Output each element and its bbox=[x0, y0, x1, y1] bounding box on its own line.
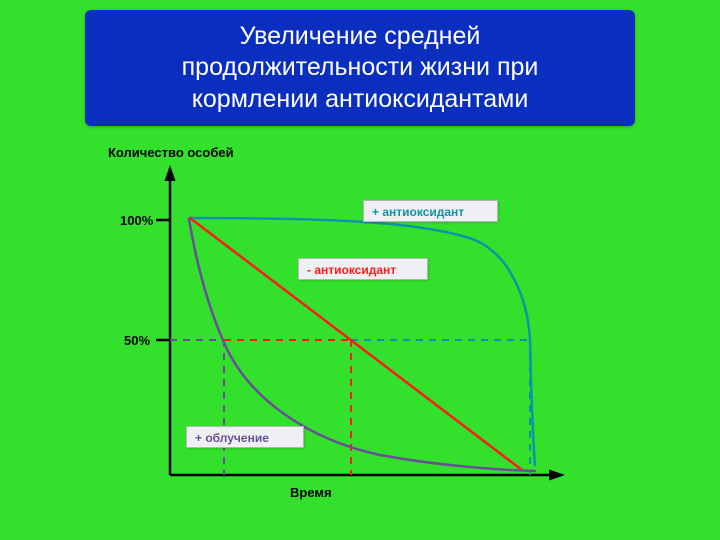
legend-plus-irradiation: + облучение bbox=[186, 426, 304, 448]
legend-plus-antioxidant: + антиоксидант bbox=[363, 200, 498, 222]
legend-plus-antioxidant-label: + антиоксидант bbox=[372, 205, 464, 219]
legend-minus-antioxidant-label: - антиоксидант bbox=[307, 263, 396, 277]
legend-minus-antioxidant: - антиоксидант bbox=[298, 258, 428, 280]
legend-plus-irradiation-label: + облучение bbox=[195, 431, 269, 445]
